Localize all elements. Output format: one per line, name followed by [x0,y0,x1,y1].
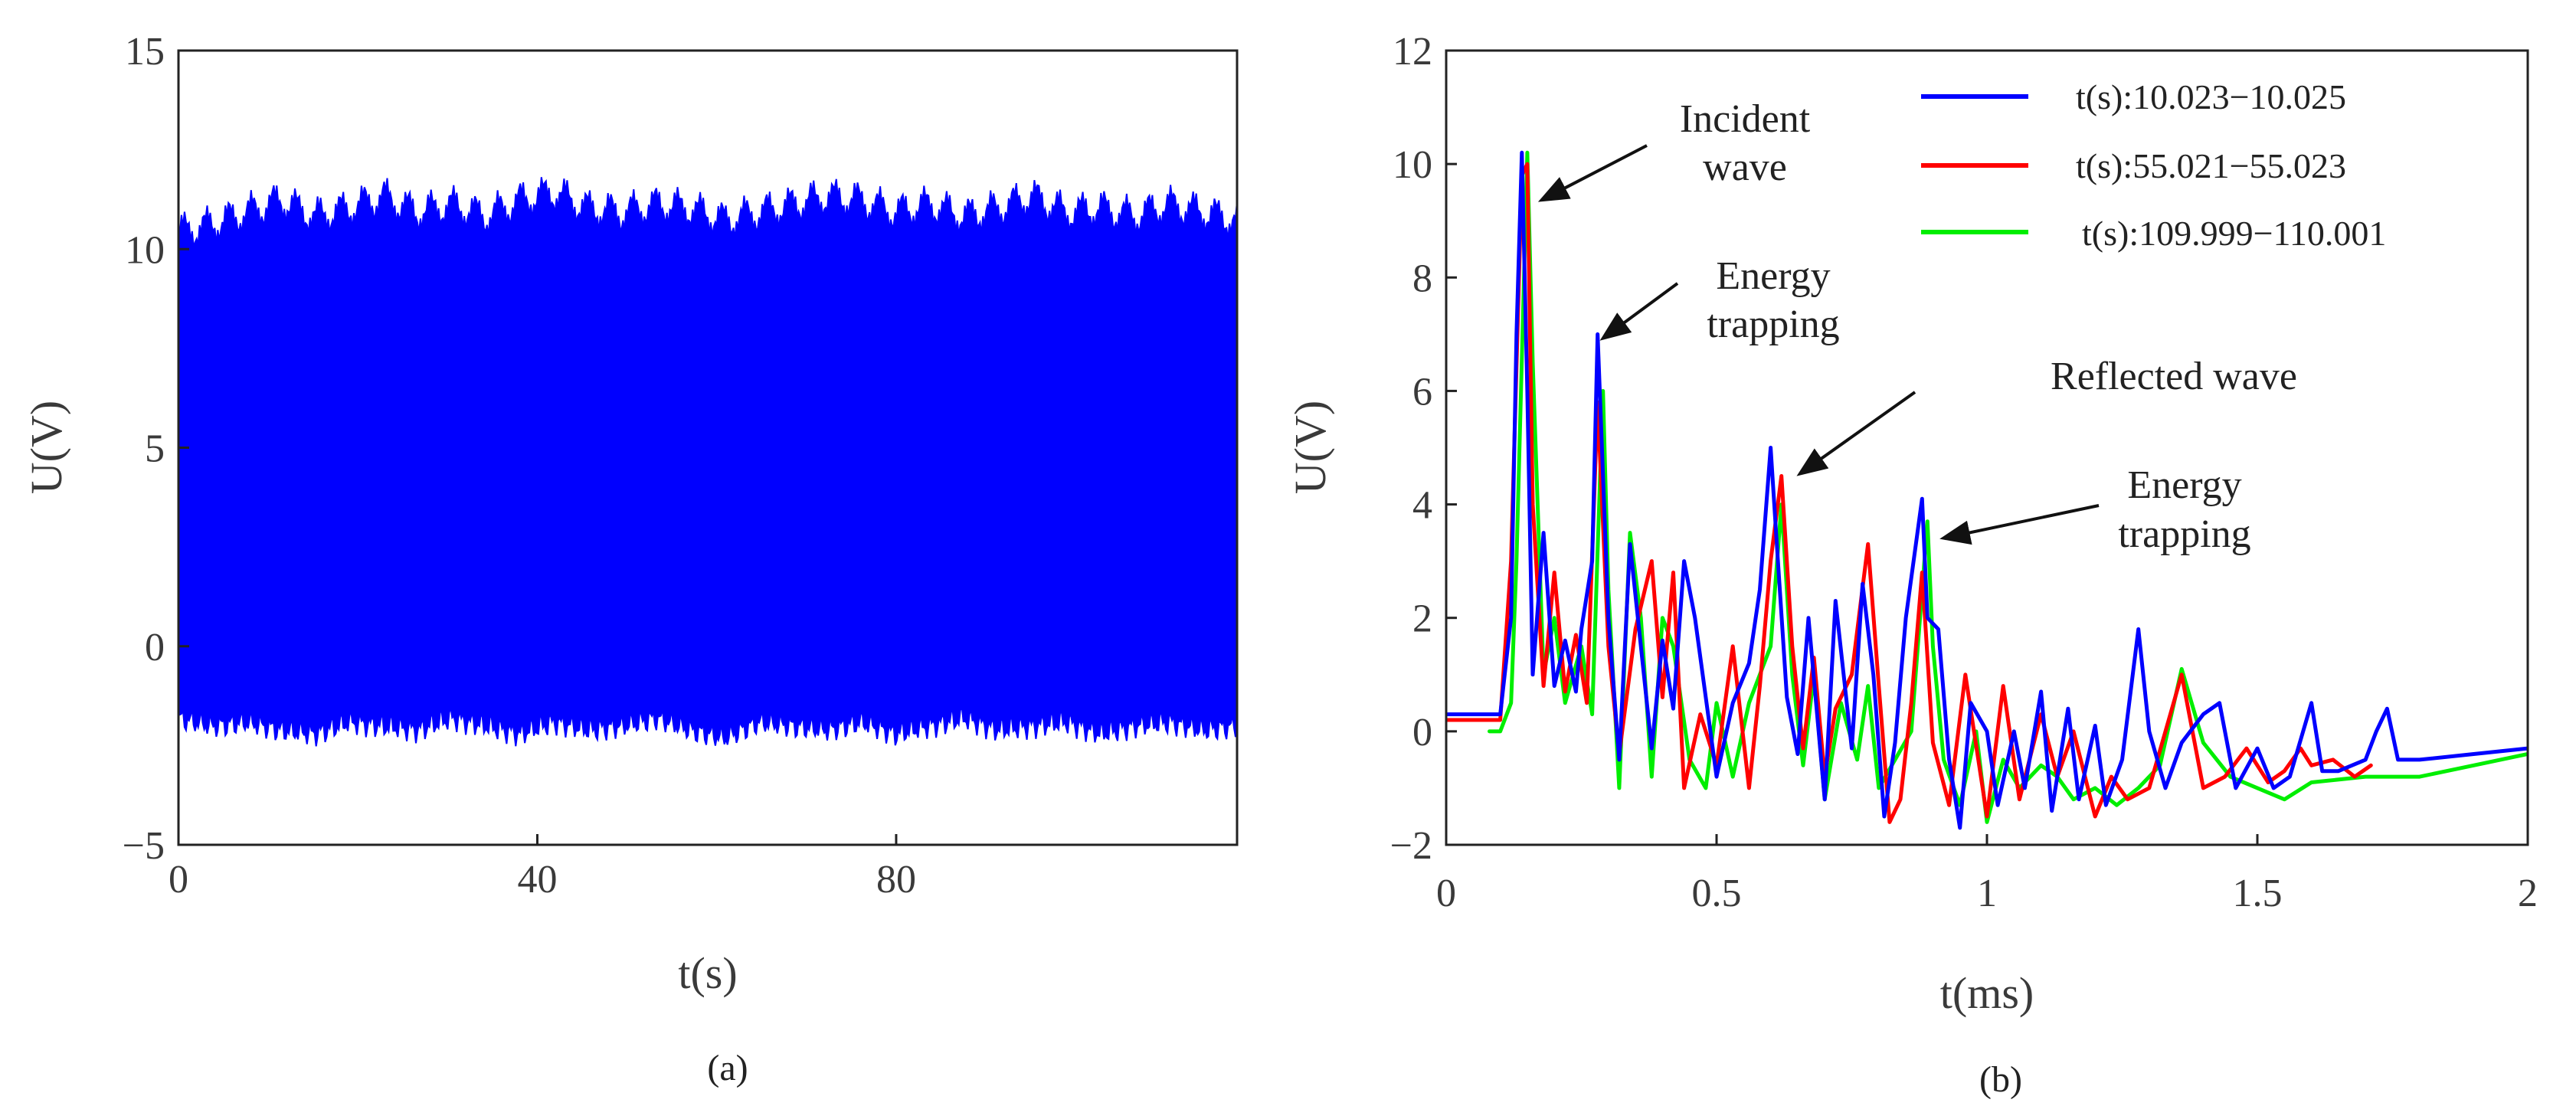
panel-b-caption: (b) [1979,1059,2022,1100]
panel-a-x-label: t(s) [678,948,737,998]
panel-a-x-ticks: 0 40 80 [169,834,916,901]
panel-b-y-tick-label: 12 [1393,30,1432,74]
annotation-trapping2-line2: trapping [2118,512,2250,556]
legend-label-2: t(s):55.021−55.023 [2076,146,2346,185]
panel-a-x-tick-label: 40 [517,858,557,901]
annotation-trapping1-line1: Energy [1716,254,1830,298]
panel-b-x-ticks: 0 0.5 1 1.5 2 [1436,834,2538,915]
panel-a-y-tick-label: 0 [145,626,165,669]
panel-a-y-tick-label: 5 [145,427,165,471]
panel-b-y-tick-label: 6 [1412,370,1432,414]
annotation-reflected-line1: Reflected wave [2051,355,2297,398]
panel-a-series-band [178,177,1237,747]
panel-b-series-line-1 [1446,150,2528,830]
panel-b-legend: t(s):10.023−10.025 t(s):55.021−55.023 t(… [1921,77,2386,253]
panel-b-y-tick-label: 10 [1393,143,1432,187]
panel-a-y-label: U(V) [21,401,71,494]
panel-b-plot-area [1446,150,2528,830]
panel-b-y-label: U(V) [1285,401,1335,494]
panel-a-y-tick-label: 15 [125,30,165,74]
panel-b-annotations: Incident wave Energy trapping Reflected … [1537,97,2297,556]
annotation-reflected-arrow [1796,391,1916,476]
panel-a-y-ticks: −5 0 5 10 15 [123,30,189,868]
panel-b-x-tick-label: 0.5 [1692,872,1742,915]
panel-a-x-tick-label: 0 [169,858,188,901]
panel-b-y-tick-label: 2 [1412,597,1432,641]
panel-b-axes-frame [1445,49,2529,846]
panel-b-y-ticks: −2 0 2 4 6 8 10 12 [1390,30,1457,868]
panel-b-y-tick-label: 8 [1412,257,1432,300]
annotation-incident-line1: Incident [1680,97,1811,141]
panel-b-y-tick-label: −2 [1390,824,1432,868]
panel-b-y-tick-label: 4 [1412,484,1432,528]
annotation-incident-arrow [1537,144,1648,202]
panel-b-y-tick-label: 0 [1412,711,1432,754]
annotation-trapping1-arrow [1599,282,1679,341]
annotation-trapping2-arrow [1939,504,2100,545]
panel-b-x-tick-label: 1 [1977,872,1997,915]
panel-a-y-tick-label: 10 [125,228,165,272]
panel-b-series-line-2 [1446,162,2373,824]
panel-a-x-tick-label: 80 [876,858,916,901]
annotation-trapping2-line1: Energy [2127,463,2241,507]
panel-a-y-tick-label: −5 [123,824,165,868]
panel-a-plot-area [178,177,1237,747]
legend-label-1: t(s):10.023−10.025 [2076,77,2346,116]
annotation-incident-line2: wave [1703,146,1787,189]
panel-a-caption: (a) [707,1048,748,1088]
panel-b-x-tick-label: 2 [2518,872,2538,915]
panel-b-x-tick-label: 1.5 [2233,872,2283,915]
panel-b-x-label: t(ms) [1940,968,2034,1018]
legend-label-3: t(s):109.999−110.001 [2082,214,2386,253]
panel-b-x-tick-label: 0 [1436,872,1456,915]
annotation-trapping1-line2: trapping [1707,303,1839,346]
